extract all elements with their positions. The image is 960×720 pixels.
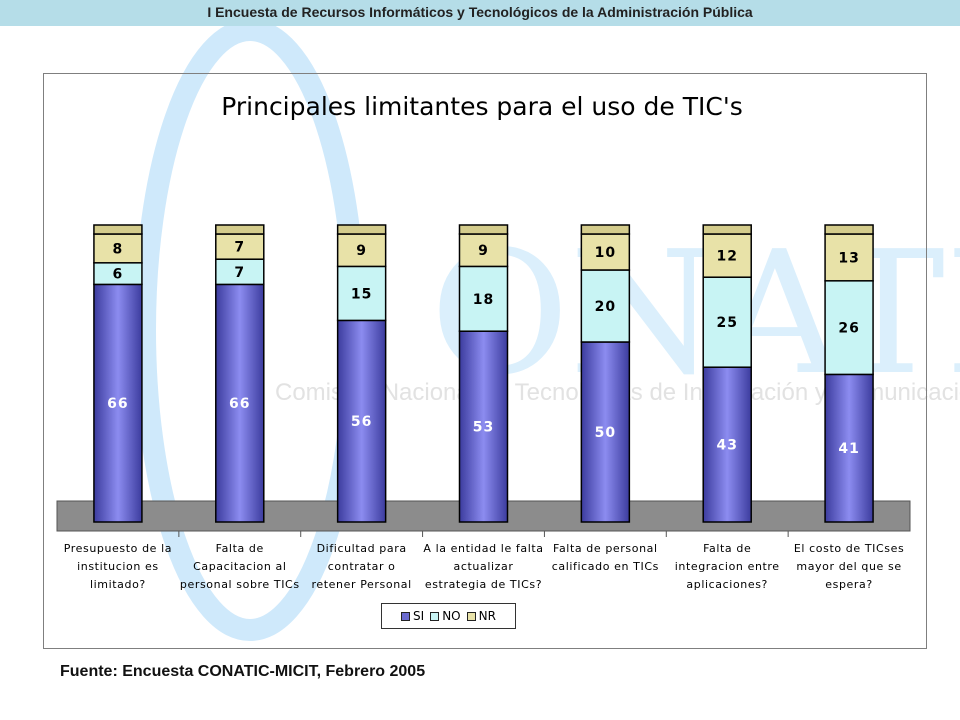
category-label-7-line-1: El costo de TICses: [794, 542, 904, 555]
source-note: Fuente: Encuesta CONATIC-MICIT, Febrero …: [60, 663, 426, 680]
bar-no-7: [824, 280, 874, 376]
data-label-si-6: 43: [716, 438, 737, 454]
legend-label-si: SI: [413, 609, 425, 623]
bar-si-3: [336, 319, 387, 523]
data-label-nr-1: 8: [113, 241, 124, 257]
category-label-5-line-1: Falta de personal: [553, 542, 658, 555]
chart-legend: SI NO NR: [381, 603, 516, 629]
data-label-no-1: 6: [113, 267, 124, 283]
data-label-nr-2: 7: [234, 240, 245, 256]
category-label-4-line-2: actualizar: [454, 560, 514, 573]
data-label-si-4: 53: [473, 420, 494, 436]
bar-no-5: [580, 269, 631, 343]
category-label-7-line-2: mayor del que se: [796, 560, 901, 573]
bar-nr-7: [824, 233, 874, 282]
bar-si-1: [93, 283, 143, 523]
category-label-7-line-3: espera?: [825, 578, 873, 591]
category-label-3-line-2: contratar o: [328, 560, 396, 573]
chart-title: Principales limitantes para el uso de TI…: [221, 92, 743, 121]
legend-label-no: NO: [442, 609, 461, 623]
data-label-si-7: 41: [838, 441, 859, 457]
data-label-nr-6: 12: [716, 249, 737, 265]
bar-no-3: [336, 265, 387, 322]
data-label-si-3: 56: [351, 414, 372, 430]
category-label-1-line-1: Presupuesto de la: [64, 542, 172, 555]
data-label-no-5: 20: [595, 299, 616, 315]
bar-cap-3: [336, 224, 387, 235]
category-label-3-line-3: retener Personal: [312, 578, 412, 591]
category-label-6-line-2: integracion entre: [675, 560, 780, 573]
data-label-si-1: 66: [107, 396, 128, 412]
data-label-no-6: 25: [716, 315, 737, 331]
data-label-si-2: 66: [229, 396, 250, 412]
data-label-nr-4: 9: [478, 243, 489, 259]
legend-item-no: NO: [430, 609, 461, 623]
legend-swatch-no: [430, 611, 440, 621]
bar-cap-1: [93, 224, 143, 235]
category-label-1-line-2: institucion es: [77, 560, 159, 573]
category-label-4-line-1: A la entidad le falta: [423, 542, 543, 555]
data-label-nr-3: 9: [356, 243, 367, 259]
category-label-3-line-1: Dificultad para: [317, 542, 407, 555]
bar-cap-5: [580, 224, 631, 235]
legend-label-nr: NR: [478, 609, 496, 623]
data-label-nr-7: 13: [838, 250, 859, 266]
bar-no-4: [458, 265, 509, 332]
data-label-no-3: 15: [351, 286, 372, 302]
bar-si-5: [580, 341, 631, 523]
header-title: I Encuesta de Recursos Informáticos y Te…: [207, 4, 753, 20]
category-label-2-line-2: Capacitacion al: [193, 560, 286, 573]
data-label-nr-5: 10: [595, 245, 616, 261]
legend-swatch-si: [401, 611, 411, 621]
bar-si-7: [824, 373, 874, 523]
bar-nr-2: [215, 233, 265, 260]
bar-nr-6: [702, 233, 752, 278]
bar-cap-4: [458, 224, 509, 235]
data-label-no-7: 26: [838, 321, 859, 337]
legend-swatch-nr: [466, 611, 476, 621]
chart-frame: [43, 73, 927, 649]
bar-cap-7: [824, 224, 874, 235]
category-label-2-line-3: personal sobre TICs: [180, 578, 300, 591]
legend-item-si: SI: [401, 609, 424, 623]
bar-cap-2: [215, 224, 265, 235]
data-label-no-2: 7: [234, 265, 245, 281]
legend-item-nr: NR: [466, 609, 496, 623]
category-label-1-line-3: limitado?: [90, 578, 146, 591]
bar-cap-6: [702, 224, 752, 235]
category-label-6-line-1: Falta de: [703, 542, 751, 555]
category-label-5-line-2: calificado en TICs: [552, 560, 659, 573]
header-bar: [0, 0, 960, 26]
category-label-4-line-3: estrategia de TICs?: [425, 578, 542, 591]
data-label-no-4: 18: [473, 292, 494, 308]
data-label-si-5: 50: [595, 425, 616, 441]
bar-nr-3: [336, 233, 387, 268]
category-label-2-line-1: Falta de: [216, 542, 264, 555]
bar-si-2: [215, 283, 265, 523]
bar-nr-4: [458, 233, 509, 268]
category-label-6-line-3: aplicaciones?: [686, 578, 768, 591]
bar-nr-5: [580, 233, 631, 271]
